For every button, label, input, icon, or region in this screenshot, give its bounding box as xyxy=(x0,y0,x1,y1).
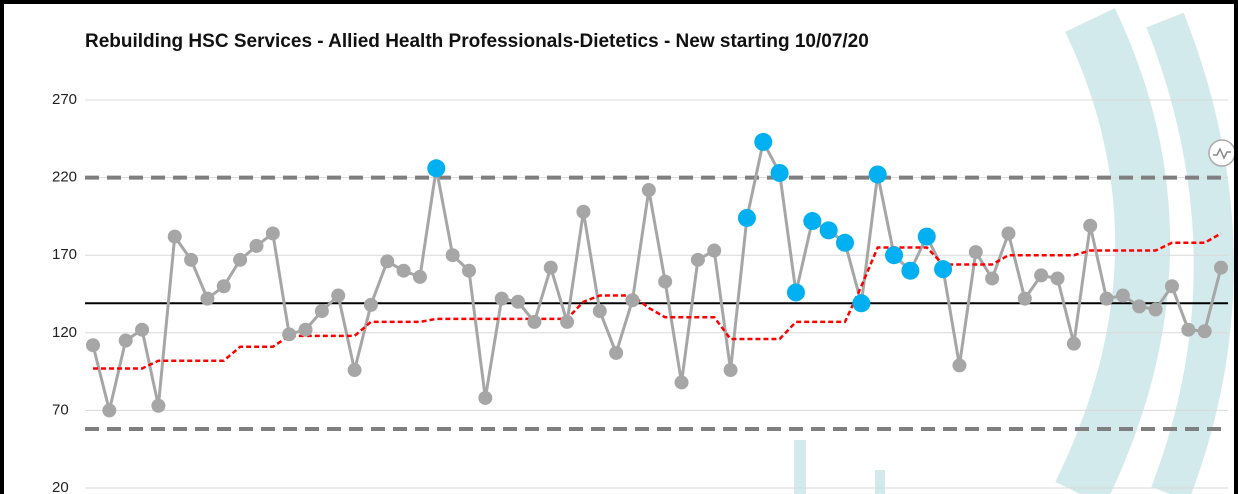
data-point xyxy=(707,243,722,258)
data-point xyxy=(543,260,558,275)
data-point xyxy=(641,183,656,198)
data-point xyxy=(819,221,838,240)
data-point xyxy=(985,271,1000,286)
data-point xyxy=(576,204,591,219)
data-point xyxy=(102,403,117,418)
data-point xyxy=(770,163,789,182)
data-point xyxy=(1034,268,1049,283)
data-point xyxy=(347,363,362,378)
data-point xyxy=(723,363,738,378)
data-point xyxy=(216,279,231,294)
data-point xyxy=(1148,302,1163,317)
data-point xyxy=(625,293,640,308)
data-point xyxy=(200,291,215,306)
data-point xyxy=(86,338,100,353)
y-tick-label: 20 xyxy=(52,479,69,494)
y-tick-label: 70 xyxy=(52,401,69,418)
data-point xyxy=(1050,271,1065,286)
data-point xyxy=(934,260,953,279)
data-point xyxy=(968,245,983,260)
data-point xyxy=(511,294,526,309)
data-point xyxy=(282,327,297,342)
data-point xyxy=(151,398,166,413)
data-point xyxy=(1132,299,1147,314)
data-point xyxy=(803,212,822,231)
data-point xyxy=(852,294,871,313)
data-point xyxy=(135,322,150,337)
data-point xyxy=(331,288,346,303)
data-point xyxy=(560,314,575,329)
data-point xyxy=(1017,291,1032,306)
data-point xyxy=(885,246,904,265)
data-point xyxy=(363,297,378,312)
data-point xyxy=(233,252,248,267)
data-point xyxy=(445,248,460,263)
data-point xyxy=(1001,226,1016,241)
data-point xyxy=(265,226,280,241)
data-point xyxy=(836,233,854,252)
markers xyxy=(86,132,1228,418)
data-point xyxy=(1214,260,1228,275)
data-point xyxy=(167,229,182,244)
data-point xyxy=(380,254,395,269)
data-point xyxy=(462,263,476,278)
trend-line xyxy=(93,232,1222,370)
data-point xyxy=(690,252,705,267)
data-point xyxy=(1099,291,1114,306)
data-point xyxy=(609,345,624,360)
data-point xyxy=(1197,324,1212,339)
data-point xyxy=(412,269,427,284)
data-point xyxy=(917,227,936,246)
y-tick-label: 220 xyxy=(52,169,77,186)
data-point xyxy=(427,159,446,178)
data-point xyxy=(1181,322,1196,337)
y-tick-label: 270 xyxy=(52,91,77,108)
data-point xyxy=(1083,218,1098,233)
data-line xyxy=(91,137,1223,411)
lines xyxy=(91,137,1223,411)
data-point xyxy=(1164,279,1179,294)
data-point xyxy=(674,375,689,390)
y-tick-label: 170 xyxy=(52,246,77,263)
data-point xyxy=(868,165,887,184)
data-point xyxy=(592,304,607,319)
data-point xyxy=(527,314,542,329)
data-point xyxy=(1115,288,1130,303)
data-point xyxy=(658,274,673,289)
data-point xyxy=(118,333,133,348)
chart-title: Rebuilding HSC Services - Allied Health … xyxy=(85,31,869,52)
data-point xyxy=(901,261,920,280)
data-point xyxy=(478,390,493,405)
data-point xyxy=(737,208,756,227)
data-point xyxy=(298,322,313,337)
reference-lines xyxy=(85,175,1228,432)
data-point xyxy=(952,358,967,373)
data-point xyxy=(396,263,411,278)
data-point xyxy=(494,291,509,306)
data-point xyxy=(314,304,329,319)
data-point xyxy=(184,252,199,267)
data-point xyxy=(754,132,773,151)
data-point xyxy=(1066,336,1081,351)
data-point xyxy=(786,283,805,302)
y-tick-label: 120 xyxy=(52,324,77,341)
data-point xyxy=(249,238,264,253)
chart-icon[interactable] xyxy=(1208,139,1236,167)
